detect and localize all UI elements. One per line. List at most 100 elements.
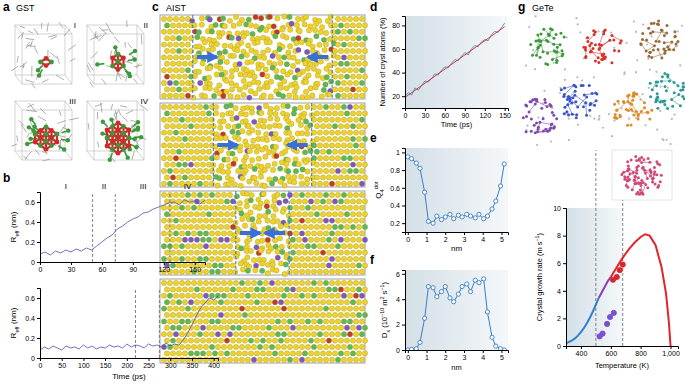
- atom: [253, 268, 258, 273]
- atom: [173, 156, 178, 161]
- atom: [305, 231, 310, 236]
- atom: [329, 293, 334, 298]
- atom: [230, 212, 235, 217]
- atom: [302, 22, 307, 27]
- atom: [188, 212, 193, 217]
- bond: [97, 142, 99, 148]
- atom: [236, 287, 241, 292]
- atom: [320, 149, 325, 154]
- atom: [267, 14, 272, 19]
- atom: [305, 104, 310, 109]
- atom: [161, 306, 166, 311]
- atom: [244, 143, 249, 148]
- atom: [200, 325, 205, 330]
- atom: [299, 218, 304, 223]
- atom: [259, 261, 264, 266]
- atom: [105, 128, 110, 133]
- atom: [170, 111, 175, 116]
- atom: [329, 306, 334, 311]
- atom: [294, 22, 299, 27]
- atom: [197, 168, 202, 173]
- atom: [332, 237, 337, 242]
- atom: [270, 262, 275, 267]
- atom: [350, 87, 355, 92]
- atom: [230, 129, 235, 134]
- atom: [335, 231, 340, 236]
- atom: [266, 300, 271, 305]
- interface-line: [311, 103, 312, 187]
- atom: [221, 192, 226, 197]
- stage-label: III: [69, 97, 76, 106]
- atom: [314, 199, 319, 204]
- atom: [344, 61, 349, 66]
- atom: [305, 280, 310, 285]
- atom: [362, 124, 367, 129]
- atom: [221, 293, 226, 298]
- atom: [170, 136, 175, 141]
- atom: [207, 86, 212, 91]
- atom: [113, 45, 117, 49]
- atom: [338, 300, 343, 305]
- atom: [274, 105, 279, 110]
- atom: [179, 231, 184, 236]
- atom: [233, 269, 238, 274]
- atom: [221, 244, 226, 249]
- atom: [173, 130, 178, 135]
- atom: [350, 300, 355, 305]
- atom: [194, 212, 199, 217]
- atom: [273, 207, 278, 212]
- atom: [341, 293, 346, 298]
- panel-letter: f: [370, 253, 375, 267]
- atom: [116, 144, 121, 149]
- atom: [209, 181, 214, 186]
- atom: [248, 22, 253, 27]
- bond: [59, 111, 61, 116]
- atom: [196, 69, 201, 74]
- atom: [167, 55, 172, 60]
- atom: [323, 231, 328, 236]
- atom: [173, 181, 178, 186]
- atom: [215, 269, 220, 274]
- atom: [44, 56, 49, 61]
- atom: [326, 136, 331, 141]
- atom: [332, 36, 337, 41]
- atom: [285, 72, 290, 77]
- growth-arrow: [240, 231, 260, 235]
- atom: [197, 156, 202, 161]
- atom: [185, 244, 190, 249]
- atom: [299, 280, 304, 285]
- atom: [197, 104, 202, 109]
- atom: [182, 212, 187, 217]
- atom: [164, 312, 169, 317]
- atom: [206, 287, 211, 292]
- atom: [258, 16, 263, 21]
- atom: [284, 161, 289, 166]
- atom: [323, 130, 328, 135]
- atom: [212, 300, 217, 305]
- atom: [265, 271, 270, 276]
- atom: [273, 34, 278, 39]
- atom: [272, 238, 277, 243]
- atom: [161, 16, 166, 21]
- atom: [249, 192, 254, 197]
- atom: [305, 293, 310, 298]
- atom: [121, 139, 126, 144]
- atom: [197, 130, 202, 135]
- atom: [344, 199, 349, 204]
- atom: [254, 325, 259, 330]
- growth-arrow: [217, 143, 237, 147]
- atom: [213, 110, 218, 115]
- atom: [218, 125, 223, 130]
- atom: [299, 306, 304, 311]
- atom: [203, 156, 208, 161]
- atom: [191, 280, 196, 285]
- atom: [218, 66, 223, 71]
- bond: [102, 79, 106, 85]
- atom: [127, 136, 132, 141]
- atom: [362, 61, 367, 66]
- atom: [173, 192, 178, 197]
- atom: [323, 306, 328, 311]
- atom: [218, 148, 223, 153]
- atom: [353, 55, 358, 60]
- atom: [229, 80, 234, 85]
